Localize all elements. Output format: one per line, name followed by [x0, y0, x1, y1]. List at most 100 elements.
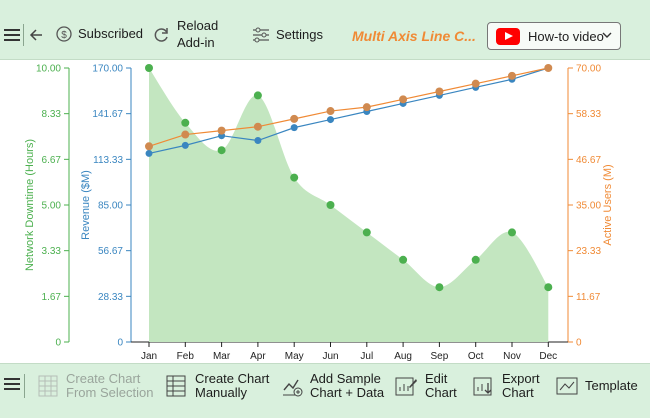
y-tick-label: 28.33	[98, 292, 123, 303]
y-tick-label: 58.33	[576, 109, 601, 120]
export-chart-icon	[473, 377, 492, 396]
users-line	[148, 67, 549, 147]
y-tick-label: 141.67	[92, 109, 123, 120]
bottom-toolbar: Create Chart From Selection Create Chart…	[0, 363, 650, 418]
x-tick-label: Jul	[360, 351, 373, 362]
create-selection-label-1: Create Chart	[66, 371, 141, 386]
y-tick-label: 46.67	[576, 155, 601, 166]
dollar-circle-icon: $	[56, 26, 72, 42]
svg-text:$: $	[61, 30, 67, 41]
export-label-1: Export	[502, 371, 540, 386]
downtime-point	[362, 228, 371, 237]
y-tick-label: 5.00	[42, 201, 62, 212]
x-tick-label: Jun	[322, 351, 338, 362]
axis-title: Revenue ($M)	[80, 170, 92, 240]
add-sample-label-1: Add Sample	[310, 371, 381, 386]
add-sample-label-2: Chart + Data	[310, 385, 385, 400]
export-chart-button[interactable]: Export Chart	[473, 372, 540, 400]
create-chart-manually-button[interactable]: Create Chart Manually	[166, 372, 269, 400]
table-icon	[166, 375, 186, 397]
x-tick-label: Mar	[213, 351, 231, 362]
y-tick-label: 56.67	[98, 246, 123, 257]
x-tick-label: Sep	[431, 351, 449, 362]
reload-addin-button[interactable]: Reload Add-in	[152, 19, 218, 50]
bottom-menu-icon[interactable]	[4, 377, 20, 391]
downtime-point	[326, 201, 335, 209]
downtime-area	[149, 68, 549, 342]
template-label: Template	[585, 378, 638, 393]
downtime-point	[544, 283, 553, 292]
settings-label: Settings	[276, 27, 323, 42]
revenue-line	[148, 67, 549, 155]
sample-chart-icon	[283, 379, 303, 397]
users-point	[145, 142, 153, 151]
axis-title: Active Users (M)	[602, 164, 614, 245]
how-to-video-label: How-to video	[528, 28, 604, 44]
edit-label-1: Edit	[425, 371, 448, 386]
downtime-point	[253, 91, 262, 100]
downtime-point	[145, 64, 153, 72]
revenue-point	[181, 141, 189, 149]
subscribed-label: Subscribed	[78, 26, 144, 41]
create-chart-from-selection-button[interactable]: Create Chart From Selection	[38, 372, 153, 400]
template-icon	[556, 377, 578, 395]
chevron-down-icon	[602, 32, 612, 38]
youtube-icon	[496, 27, 520, 45]
x-tick-label: Jan	[141, 351, 157, 362]
x-tick-label: Aug	[394, 351, 412, 362]
chart-title-label: Multi Axis Line C...	[352, 28, 476, 44]
users-point	[253, 122, 262, 131]
x-tick-label: Apr	[250, 351, 266, 362]
users-point	[217, 126, 226, 135]
create-selection-label-2: From Selection	[66, 385, 154, 400]
menu-icon[interactable]	[4, 28, 20, 42]
settings-button[interactable]: Settings	[252, 27, 323, 43]
downtime-point	[508, 228, 516, 237]
create-manual-label-1: Create Chart	[195, 371, 270, 386]
edit-label-2: Chart	[425, 385, 457, 400]
multi-axis-chart: 0 1.67 3.33 5.00 6.67 8.33 10.00 Network Downti…	[24, 64, 614, 363]
downtime-point	[435, 283, 444, 292]
downtime-point	[399, 255, 408, 264]
create-manual-label-2: Manually	[195, 385, 248, 400]
y-tick-label: 1.67	[42, 292, 62, 303]
users-point	[471, 79, 480, 88]
y-tick-label: 35.00	[576, 201, 601, 212]
y-tick-label: 23.33	[576, 246, 601, 257]
y-tick-label: 11.67	[576, 292, 601, 303]
y-tick-label: 70.00	[576, 64, 601, 75]
revenue-point	[327, 116, 334, 124]
users-point	[544, 64, 553, 72]
template-button[interactable]: Template	[556, 376, 638, 396]
revenue-point	[290, 124, 298, 132]
x-tick-label: May	[285, 351, 304, 362]
users-point	[399, 95, 408, 104]
users-point	[362, 103, 371, 112]
edit-chart-button[interactable]: Edit Chart	[395, 372, 457, 400]
y-tick-label: 0	[55, 338, 61, 349]
users-point	[181, 130, 190, 139]
y-tick-label: 0	[117, 338, 123, 349]
downtime-point	[290, 173, 299, 182]
reload-icon	[154, 27, 168, 42]
users-point	[290, 114, 299, 123]
y-tick-label: 6.67	[42, 155, 62, 166]
x-tick-label: Nov	[503, 351, 521, 362]
downtime-point	[471, 255, 480, 264]
y-tick-label: 0	[576, 338, 582, 349]
x-tick-label: Feb	[177, 351, 195, 362]
users-point	[508, 71, 516, 80]
export-label-2: Chart	[502, 385, 534, 400]
users-point	[326, 107, 335, 116]
reload-label-2: Add-in	[177, 35, 215, 50]
back-arrow-icon[interactable]	[28, 27, 44, 43]
sliders-icon	[253, 27, 269, 43]
spreadsheet-icon	[38, 375, 58, 397]
x-tick-label: Oct	[468, 351, 484, 362]
y-tick-label: 170.00	[92, 64, 123, 75]
how-to-video-dropdown[interactable]: How-to video	[487, 22, 621, 50]
downtime-point	[181, 118, 190, 127]
add-sample-chart-button[interactable]: Add Sample Chart + Data	[281, 372, 384, 400]
subscribed-button[interactable]: $ Subscribed	[56, 26, 143, 42]
x-tick-label: Dec	[539, 351, 557, 362]
